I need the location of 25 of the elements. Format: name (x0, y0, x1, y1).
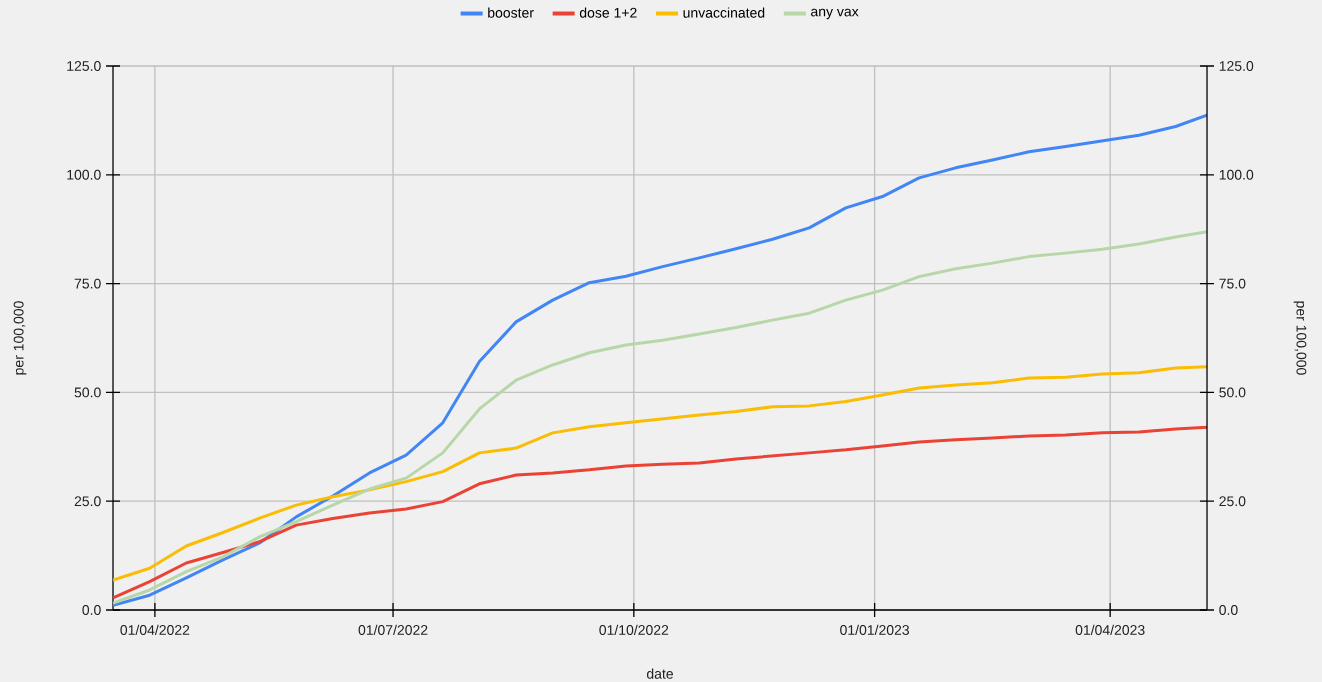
y2-tick-label: 0.0 (1219, 605, 1238, 615)
y2-tick-label: 50.0 (1219, 387, 1246, 398)
x-axis-title: date (646, 668, 673, 679)
x-tick-label: 01/04/2023 (1075, 624, 1145, 635)
y2-tick-label: 100.0 (1219, 169, 1254, 180)
x-tick-label: 01/07/2022 (358, 624, 428, 635)
y-tick-label: 100.0 (67, 169, 101, 180)
y-tick-label: 0.0 (82, 605, 101, 615)
x-tick-label: 01/04/2022 (120, 624, 190, 635)
y2-tick-label: 125.0 (1219, 61, 1254, 71)
legend-label: booster (488, 7, 534, 18)
y-axis-title: per 100,000 (13, 301, 27, 375)
line-series (113, 230, 1207, 605)
y-tick-label: 50.0 (74, 387, 101, 398)
legend-label: unvaccinated (683, 7, 765, 18)
y2-tick-label: 75.0 (1219, 278, 1246, 289)
legend-label: dose 1+2 (579, 7, 637, 18)
y-tick-label: 25.0 (74, 496, 101, 507)
legend-label: any vax (811, 8, 859, 20)
x-tick-label: 01/10/2022 (599, 624, 669, 635)
y2-axis-title: per 100,000 (1293, 301, 1307, 375)
x-tick-label: 01/01/2023 (840, 624, 910, 635)
y2-tick-label: 25.0 (1219, 496, 1246, 507)
y-tick-label: 75.0 (74, 278, 101, 289)
y-tick-label: 125.0 (67, 61, 101, 71)
